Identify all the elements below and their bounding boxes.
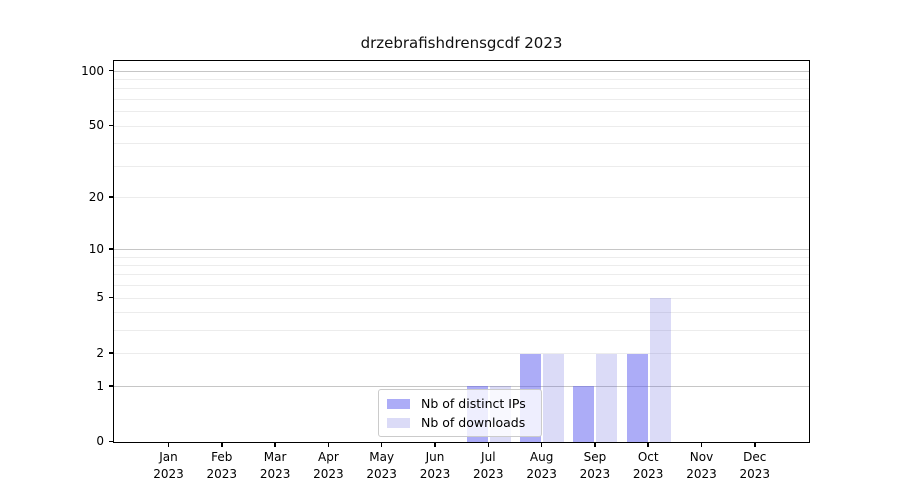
y-tick-mark-2	[109, 352, 113, 354]
gridline-minor-2	[114, 353, 809, 355]
legend-item-downloads: Nb of downloads	[387, 415, 533, 430]
x-tick-label-dec: Dec 2023	[739, 450, 771, 482]
bar-distinct-ips-oct-2023	[626, 353, 648, 442]
y-tick-mark-0	[109, 440, 113, 443]
gridline-minor-7	[114, 274, 809, 276]
bar-distinct-ips-sep-2023	[573, 386, 595, 442]
y-tick-label-100: 100	[81, 63, 104, 78]
gridline-minor-60	[114, 111, 809, 113]
legend-swatch-downloads	[387, 417, 410, 428]
y-tick-label-5: 5	[96, 290, 104, 305]
y-tick-label-1: 1	[96, 378, 104, 393]
y-tick-label-2: 2	[96, 346, 104, 361]
gridline-major-10	[114, 248, 809, 250]
x-tick-label-jul: Jul 2023	[473, 450, 504, 482]
x-tick-mark-jul	[487, 443, 490, 447]
y-tick-label-0: 0	[96, 434, 104, 449]
gridline-minor-70	[114, 99, 809, 101]
gridline-minor-4	[114, 312, 809, 314]
x-tick-label-may: May 2023	[366, 450, 397, 482]
x-tick-label-jan: Jan 2023	[153, 450, 184, 482]
x-tick-mark-nov	[700, 443, 703, 447]
gridline-major-1	[114, 385, 809, 387]
bar-downloads-aug-2023	[543, 353, 565, 442]
x-tick-mark-dec	[754, 443, 756, 447]
chart-title: drzebrafishdrensgcdf 2023	[360, 34, 563, 52]
x-tick-label-apr: Apr 2023	[313, 450, 344, 482]
y-tick-mark-100	[109, 69, 113, 72]
y-tick-label-10: 10	[88, 241, 104, 256]
x-tick-label-oct: Oct 2023	[632, 450, 664, 482]
y-tick-mark-1	[109, 384, 113, 387]
y-tick-mark-5	[109, 296, 113, 299]
bar-downloads-oct-2023	[649, 298, 671, 442]
gridline-minor-3	[114, 330, 809, 332]
x-tick-label-sep: Sep 2023	[579, 450, 611, 482]
y-tick-mark-10	[109, 247, 113, 250]
x-tick-label-aug: Aug 2023	[526, 450, 557, 482]
x-tick-mark-apr	[327, 443, 330, 447]
x-tick-label-nov: Nov 2023	[686, 450, 717, 482]
x-tick-label-mar: Mar 2023	[259, 450, 291, 482]
gridline-minor-8	[114, 264, 809, 266]
x-tick-mark-feb	[221, 443, 223, 447]
gridline-minor-20	[114, 196, 809, 198]
x-tick-mark-aug	[540, 443, 543, 447]
legend-swatch-distinct-ips	[387, 398, 410, 409]
gridline-minor-40	[114, 143, 809, 145]
gridline-major-100	[114, 70, 809, 72]
x-tick-label-feb: Feb 2023	[206, 450, 238, 482]
gridline-minor-5	[114, 297, 809, 299]
x-tick-mark-may	[380, 443, 383, 447]
y-tick-label-20: 20	[88, 189, 104, 204]
legend: Nb of distinct IPs Nb of downloads	[378, 389, 542, 437]
gridline-minor-50	[114, 125, 809, 127]
bar-downloads-sep-2023	[596, 353, 618, 442]
gridline-minor-80	[114, 88, 809, 90]
y-tick-mark-20	[109, 195, 113, 198]
gridline-minor-30	[114, 165, 809, 167]
legend-label-distinct-ips: Nb of distinct IPs	[421, 396, 526, 411]
gridline-minor-90	[114, 79, 809, 81]
legend-item-distinct-ips: Nb of distinct IPs	[387, 396, 533, 411]
plot-area: Nb of distinct IPs Nb of downloads	[113, 60, 810, 443]
y-tick-label-50: 50	[88, 118, 104, 133]
x-tick-label-jun: Jun 2023	[419, 450, 451, 482]
gridline-minor-9	[114, 256, 809, 258]
x-tick-mark-sep	[594, 443, 596, 447]
x-tick-mark-mar	[274, 443, 276, 447]
y-tick-mark-50	[109, 124, 113, 127]
x-tick-mark-jan	[167, 443, 170, 447]
gridline-minor-6	[114, 285, 809, 287]
x-tick-mark-oct	[647, 443, 649, 447]
x-tick-mark-jun	[434, 443, 436, 447]
legend-label-downloads: Nb of downloads	[421, 415, 526, 430]
